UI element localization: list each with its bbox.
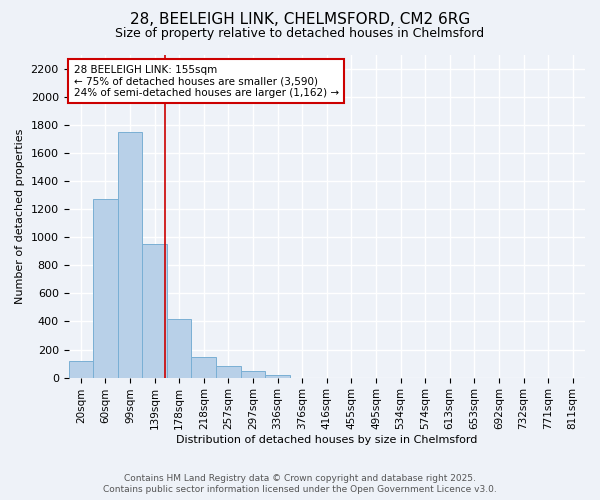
- Text: Contains HM Land Registry data © Crown copyright and database right 2025.
Contai: Contains HM Land Registry data © Crown c…: [103, 474, 497, 494]
- Bar: [191, 356, 216, 378]
- Text: 28, BEELEIGH LINK, CHELMSFORD, CM2 6RG: 28, BEELEIGH LINK, CHELMSFORD, CM2 6RG: [130, 12, 470, 28]
- Bar: [142, 244, 167, 378]
- Bar: [167, 320, 191, 378]
- Bar: [265, 374, 290, 378]
- Text: Size of property relative to detached houses in Chelmsford: Size of property relative to detached ho…: [115, 28, 485, 40]
- Bar: [216, 366, 241, 378]
- Bar: [93, 200, 118, 378]
- X-axis label: Distribution of detached houses by size in Chelmsford: Distribution of detached houses by size …: [176, 435, 478, 445]
- Bar: [68, 361, 93, 378]
- Y-axis label: Number of detached properties: Number of detached properties: [15, 128, 25, 304]
- Bar: [241, 372, 265, 378]
- Bar: [118, 132, 142, 378]
- Text: 28 BEELEIGH LINK: 155sqm
← 75% of detached houses are smaller (3,590)
24% of sem: 28 BEELEIGH LINK: 155sqm ← 75% of detach…: [74, 64, 339, 98]
